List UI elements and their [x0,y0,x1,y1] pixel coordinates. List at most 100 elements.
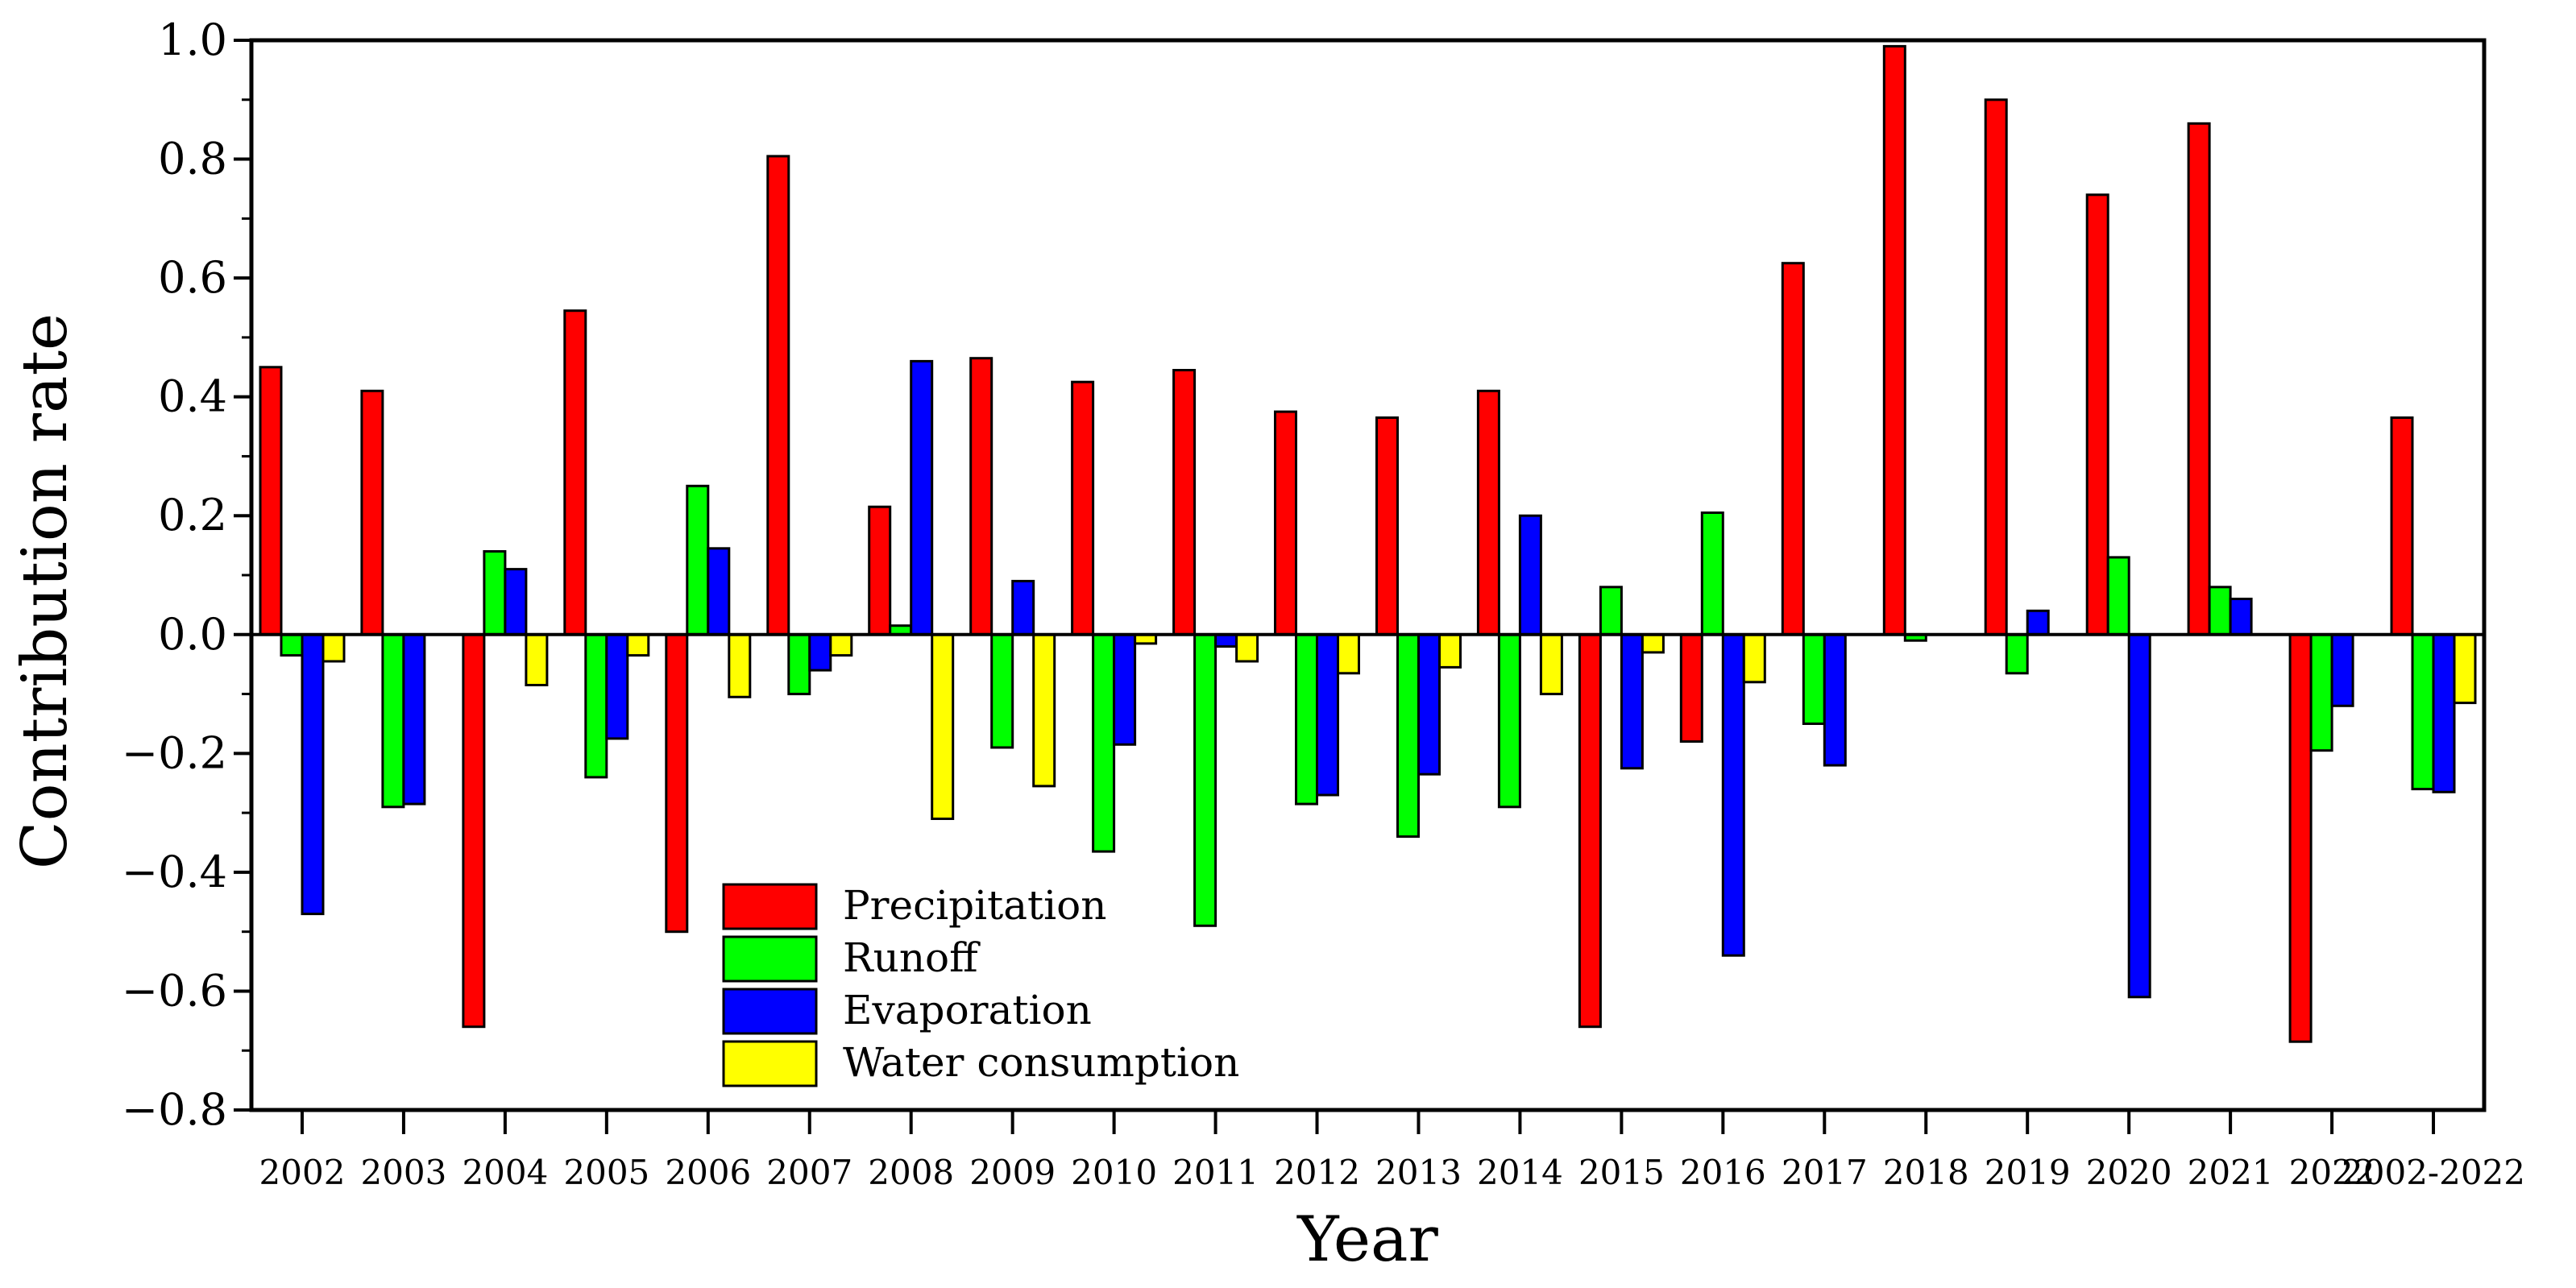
bar-precipitation-2021 [2187,122,2211,636]
bar-water-consumption-2006 [728,633,752,698]
bar-runoff-2022 [2309,633,2333,752]
x-tick-label: 2005 [563,1153,649,1192]
bar-runoff-2006 [686,484,710,636]
bar-water-consumption-2002-2022 [2453,633,2477,705]
y-tick-label: 0.8 [158,134,227,184]
legend-label-precipitation: Precipitation [843,882,1106,929]
y-tick-label: 0.2 [158,490,227,540]
x-tick-label: 2007 [766,1153,852,1192]
bar-water-consumption-2004 [525,633,549,686]
x-tick-label: 2016 [1680,1153,1766,1192]
legend-label-evaporation: Evaporation [843,987,1092,1033]
bar-evaporation-2002 [301,633,325,916]
y-tick-label: 0.0 [158,609,227,660]
bar-water-consumption-2011 [1235,633,1259,663]
x-tick-label: 2008 [868,1153,954,1192]
y-axis-title: Contribution rate [9,313,81,869]
legend-label-water-consumption: Water consumption [843,1039,1239,1086]
bar-runoff-2013 [1396,633,1420,839]
x-tick-label: 2019 [1985,1153,2071,1192]
bar-runoff-2017 [1802,633,1826,725]
legend-swatch-precipitation [722,883,818,930]
y-tick-label: 0.6 [158,252,227,303]
bar-runoff-2007 [787,633,811,696]
x-tick-label: 2018 [1883,1153,1969,1192]
legend-swatch-runoff [722,935,818,983]
bar-precipitation-2014 [1476,389,1500,636]
legend-swatch-evaporation [722,988,818,1035]
bar-precipitation-2016 [1679,633,1703,743]
bar-runoff-2002 [280,633,304,657]
x-tick-label: 2022 [2289,1153,2375,1192]
bar-evaporation-2011 [1214,633,1238,648]
bar-evaporation-2015 [1620,633,1644,770]
bar-evaporation-2009 [1011,579,1035,636]
bar-runoff-2002-2022 [2411,633,2435,791]
x-tick-label: 2009 [969,1153,1056,1192]
y-tick-label: −0.2 [122,727,227,778]
bar-runoff-2005 [584,633,608,779]
bar-evaporation-2013 [1417,633,1441,776]
y-tick-label: −0.4 [122,847,227,897]
bar-precipitation-2017 [1781,262,1805,636]
x-tick-label: 2003 [360,1153,446,1192]
bar-evaporation-2002-2022 [2432,633,2456,793]
bar-evaporation-2007 [808,633,832,672]
bar-runoff-2009 [990,633,1014,749]
bar-water-consumption-2012 [1337,633,1360,675]
bar-water-consumption-2015 [1641,633,1665,654]
axes-layer: 1.0 0.8 0.6 0.4 0.2 0.0 −0.2 −0.4 −0.6 −0.8 2002 20… [122,14,2525,1192]
bar-runoff-2004 [483,550,507,636]
bar-runoff-2010 [1092,633,1116,853]
bar-evaporation-2017 [1823,633,1847,767]
bar-precipitation-2009 [969,357,993,636]
bar-precipitation-2002 [259,366,283,636]
bars-layer [259,44,2477,1043]
bar-evaporation-2004 [504,568,528,636]
legend-swatch-water-consumption [722,1040,818,1087]
bar-evaporation-2008 [910,359,934,636]
bar-precipitation-2020 [2085,193,2109,636]
bar-precipitation-2018 [1882,44,1906,636]
bar-runoff-2014 [1497,633,1521,809]
bar-water-consumption-2008 [931,633,955,820]
bar-precipitation-2007 [766,155,790,636]
bar-water-consumption-2002 [321,633,346,663]
bar-precipitation-2013 [1375,416,1399,636]
x-tick-label: 2002-2022 [2342,1153,2525,1192]
bar-water-consumption-2007 [829,633,853,657]
legend: Precipitation Runoff Evaporation Water cons… [722,882,1239,1087]
bar-evaporation-2014 [1518,514,1542,636]
bar-evaporation-2010 [1113,633,1137,746]
x-axis-title: Year [1296,1203,1438,1276]
x-tick-label: 2013 [1375,1153,1462,1192]
x-tick-label: 2021 [2188,1153,2274,1192]
bar-evaporation-2003 [402,633,426,806]
bar-water-consumption-2016 [1742,633,1766,684]
bar-precipitation-2006 [665,633,689,934]
y-tick-label: −0.8 [122,1084,227,1135]
x-tick-label: 2020 [2086,1153,2172,1192]
x-tick-label: 2006 [665,1153,751,1192]
x-tick-label: 2002 [259,1153,346,1192]
bar-water-consumption-2014 [1539,633,1563,696]
x-tick-label: 2017 [1782,1153,1868,1192]
x-tick-label: 2012 [1274,1153,1360,1192]
bar-evaporation-2016 [1721,633,1745,957]
bar-precipitation-2012 [1274,410,1297,636]
bar-evaporation-2022 [2330,633,2354,707]
bar-runoff-2020 [2106,556,2130,636]
bar-precipitation-2004 [462,633,486,1029]
bar-evaporation-2012 [1316,633,1339,797]
bar-runoff-2015 [1599,586,1623,636]
bar-precipitation-2010 [1071,380,1095,636]
y-tick-label: −0.6 [122,965,227,1016]
bar-evaporation-2019 [2026,609,2050,636]
bar-water-consumption-2009 [1032,633,1056,788]
bar-runoff-2011 [1193,633,1217,927]
x-tick-label: 2004 [462,1153,548,1192]
bar-water-consumption-2013 [1438,633,1462,669]
bar-runoff-2012 [1295,633,1318,806]
